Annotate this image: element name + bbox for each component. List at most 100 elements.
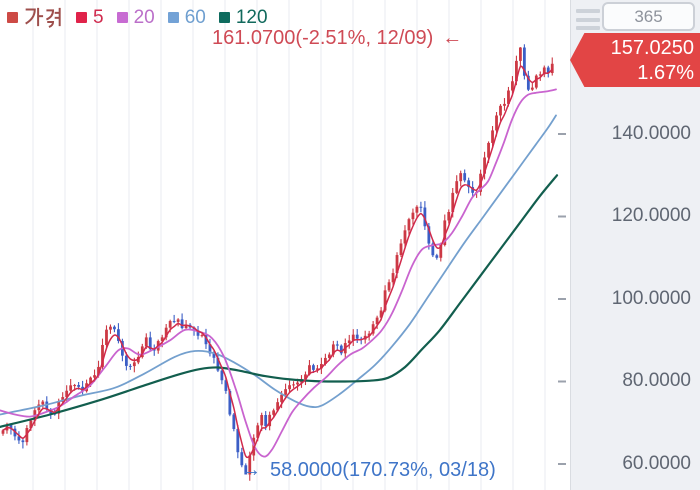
menu-button[interactable] — [576, 8, 604, 31]
candle — [387, 279, 391, 293]
candle — [244, 463, 248, 475]
candle — [522, 44, 526, 80]
candle — [176, 318, 180, 327]
y-axis-label-60: 60.0000 — [622, 453, 691, 474]
candle — [113, 325, 116, 333]
candle — [534, 74, 538, 90]
legend-item-ma120: 120 — [218, 6, 268, 28]
legend-item-ma20: 20 — [116, 6, 155, 28]
candle — [320, 357, 323, 375]
candle — [21, 437, 25, 449]
candle — [431, 239, 435, 258]
ma120-line — [0, 174, 559, 428]
candle — [339, 344, 343, 356]
candle — [435, 253, 439, 260]
candle — [216, 352, 220, 373]
ma5-line — [2, 65, 553, 459]
candle — [335, 340, 339, 351]
gridlines — [32, 0, 546, 490]
legend-item-ma60: 60 — [167, 6, 206, 28]
y-axis-label-120: 120.0000 — [611, 205, 691, 226]
candle — [403, 225, 407, 247]
period-365-button[interactable]: 365 — [602, 2, 695, 31]
candle — [208, 338, 212, 357]
candle — [347, 334, 351, 349]
candle — [224, 377, 228, 394]
y-axis-ticks — [558, 133, 566, 465]
candle — [411, 208, 415, 225]
candle — [491, 126, 494, 149]
candle — [526, 70, 530, 92]
current-price-value: 157.0250 — [610, 37, 694, 59]
candle — [69, 378, 73, 394]
candle — [180, 313, 184, 330]
candle — [41, 399, 45, 408]
legend-ma120-label: 120 — [235, 6, 268, 28]
candle — [101, 338, 104, 371]
candle — [519, 47, 522, 68]
candle — [550, 57, 554, 76]
y-axis-label-140: 140.0000 — [611, 123, 691, 144]
right-arrow-icon: → — [241, 459, 261, 481]
candle — [503, 98, 506, 111]
y-axis-label-80: 80.0000 — [622, 370, 691, 391]
candle — [511, 76, 514, 95]
candle — [499, 104, 502, 121]
low-price-annotation: → 58.0000(170.73%, 03/18) — [241, 459, 496, 482]
candle — [407, 217, 411, 235]
candle — [538, 71, 542, 81]
candle — [447, 209, 451, 224]
legend-ma60-label: 60 — [184, 6, 206, 28]
candle — [117, 323, 120, 344]
candle — [304, 371, 307, 386]
current-price-change: 1.67% — [637, 62, 694, 84]
chart-legend: 가격 5 20 60 120 — [7, 6, 268, 28]
candle — [196, 326, 200, 340]
high-annotation-text: 161.0700(-2.51%, 12/09) — [212, 27, 434, 49]
candle — [128, 363, 132, 370]
legend-ma5-label: 5 — [93, 6, 104, 28]
candle — [164, 324, 168, 341]
candle — [455, 175, 459, 195]
candle — [419, 201, 423, 213]
legend-item-price: 가격 — [7, 6, 63, 28]
candle — [542, 65, 546, 78]
ma60-swatch-icon — [167, 11, 179, 23]
ma120-swatch-icon — [218, 11, 230, 23]
ma20-line — [0, 88, 557, 458]
price-axis-panel: 365 157.0250 1.67% 140.0000 120.0000 100… — [570, 0, 700, 490]
price-chart-canvas[interactable] — [0, 0, 570, 490]
candle — [483, 151, 486, 180]
left-arrow-icon: ← — [442, 27, 463, 49]
legend-ma20-label: 20 — [133, 6, 155, 28]
candle — [415, 205, 419, 218]
ma5-swatch-icon — [76, 11, 87, 23]
candle — [109, 324, 112, 334]
candle — [371, 321, 375, 336]
candle — [463, 169, 467, 183]
ma60-line — [0, 114, 557, 416]
candle — [351, 329, 355, 346]
hamburger-icon — [576, 9, 600, 13]
candle — [459, 170, 463, 187]
candle — [232, 412, 236, 432]
price-swatch-icon — [7, 11, 18, 23]
legend-item-ma5: 5 — [76, 7, 104, 28]
candle — [105, 325, 108, 350]
candle — [391, 268, 395, 287]
candle — [140, 343, 144, 359]
candle — [316, 364, 319, 373]
ma20-swatch-icon — [116, 11, 128, 23]
candle — [530, 82, 534, 91]
current-price-badge: 157.0250 1.67% — [570, 33, 700, 87]
candle — [17, 431, 21, 444]
low-annotation-text: 58.0000(170.73%, 03/18) — [270, 459, 496, 481]
candle — [268, 411, 272, 431]
candle — [399, 239, 403, 258]
candle — [240, 447, 244, 468]
candlestick-series — [1, 44, 554, 481]
candle — [423, 201, 427, 230]
candle — [236, 424, 240, 459]
candle — [546, 65, 550, 78]
